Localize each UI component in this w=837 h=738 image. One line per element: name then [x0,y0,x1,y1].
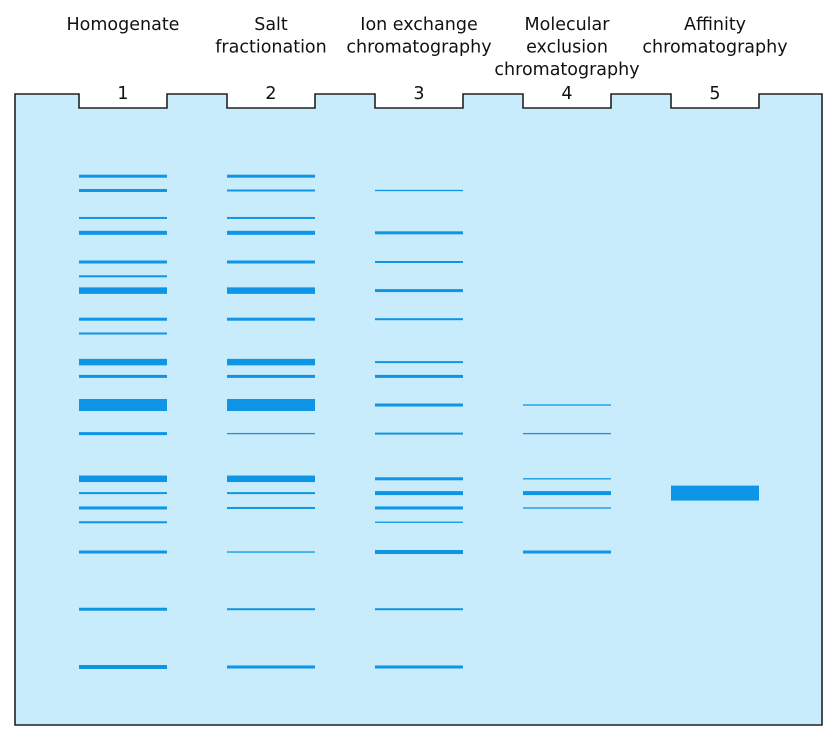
lane-2-band-1 [227,174,315,178]
lane-1-band-2 [79,188,167,192]
lane-1-band-9 [79,332,167,335]
lane-1-band-12 [79,399,167,411]
lane-1-band-11 [79,374,167,378]
lane-1-band-16 [79,506,167,510]
lane-1-band-8 [79,317,167,321]
lane-3-band-6 [375,361,463,364]
lane-3-title-line-2: chromatography [346,38,491,58]
lane-3-band-12 [375,506,463,510]
lane-4-title-line-3: chromatography [494,60,639,80]
lane-1-title-line-1: Homogenate [67,15,180,35]
lane-1-band-17 [79,521,167,524]
lane-3-number: 3 [413,84,424,104]
lane-4-band-2 [523,432,611,435]
lane-2-band-11 [227,432,315,435]
lane-2-band-8 [227,358,315,366]
lane-2-title-line-2: fractionation [215,38,326,58]
lane-2-band-3 [227,216,315,219]
lane-1-band-1 [79,174,167,178]
lane-1-band-3 [79,216,167,219]
lane-1-band-14 [79,475,167,483]
lane-2-title-line-1: Salt [254,15,288,35]
lane-3-band-3 [375,260,463,263]
lane-1-band-5 [79,260,167,264]
lane-2-band-7 [227,317,315,321]
lane-2-band-17 [227,665,315,669]
lane-3-band-7 [375,374,463,378]
lane-3-band-2 [375,231,463,235]
lane-4-band-3 [523,478,611,480]
lane-3-title-line-1: Ion exchange [360,15,477,35]
lane-2-band-6 [227,287,315,294]
lane-4-title-line-2: exclusion [526,38,608,58]
lane-1-band-7 [79,287,167,294]
lane-titles: Homogenate Salt fractionation Ion exchange c… [67,15,788,80]
lane-3-band-1 [375,189,463,192]
lane-4-number: 4 [561,84,572,104]
lane-1-band-13 [79,432,167,436]
protein-bands [79,174,759,669]
lane-2-band-5 [227,260,315,264]
lane-1-band-4 [79,230,167,235]
lane-1-band-15 [79,492,167,495]
lane-4-band-4 [523,491,611,496]
lane-3-band-9 [375,432,463,435]
lane-2-band-14 [227,506,315,509]
lane-3-band-8 [375,403,463,407]
lane-5-band-1 [671,485,759,501]
lane-5-title-line-2: chromatography [642,38,787,58]
lane-3-band-14 [375,550,463,555]
lane-3-band-15 [375,608,463,611]
lane-2-band-16 [227,608,315,611]
lane-3-band-16 [375,665,463,669]
lane-1-band-19 [79,607,167,611]
lane-2-band-4 [227,230,315,235]
lane-1-band-18 [79,550,167,554]
lane-3-band-13 [375,521,463,523]
lane-3-band-5 [375,318,463,321]
lane-1-band-10 [79,358,167,366]
lane-4-title-line-1: Molecular [525,15,611,35]
gel-slab [14,93,823,726]
lane-2-band-12 [227,475,315,483]
lane-1-number: 1 [117,84,128,104]
lane-3-band-4 [375,289,463,293]
lane-3-band-11 [375,491,463,496]
lane-2-number: 2 [265,84,276,104]
lane-2-band-2 [227,189,315,192]
lane-4-band-1 [523,404,611,406]
lane-2-band-10 [227,399,315,411]
lane-1-band-6 [79,275,167,278]
lane-3-band-10 [375,477,463,481]
lane-5-title-line-1: Affinity [684,15,746,35]
lane-2-band-13 [227,492,315,495]
lane-4-band-5 [523,507,611,509]
lane-1-band-20 [79,665,167,669]
lane-2-band-15 [227,551,315,553]
lane-4-band-6 [523,550,611,554]
lane-5-number: 5 [709,84,720,104]
lane-2-band-9 [227,374,315,378]
lane-numbers: 1 2 3 4 5 [117,84,720,104]
